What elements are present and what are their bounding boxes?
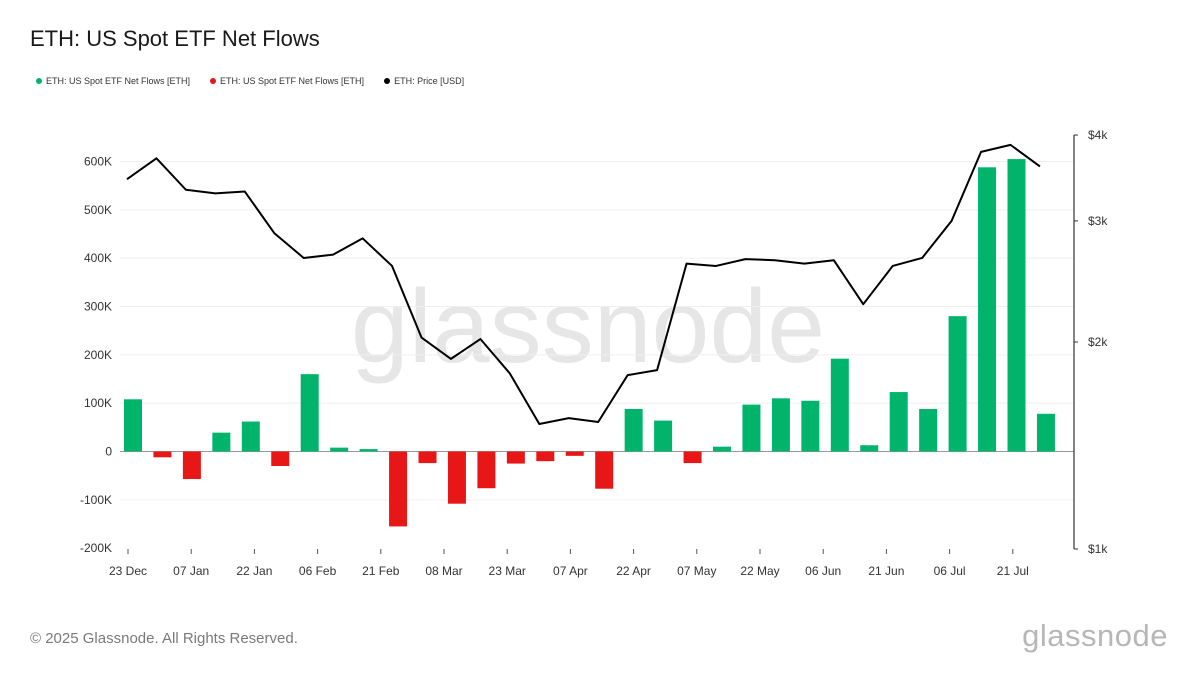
bar-inflow[interactable]: [860, 445, 879, 452]
x-tick-label: 06 Jul: [934, 564, 966, 578]
x-tick-label: 23 Mar: [489, 564, 526, 578]
bar-inflow[interactable]: [1007, 159, 1026, 452]
bar-inflow[interactable]: [359, 449, 378, 452]
bar-outflow[interactable]: [271, 451, 290, 467]
right-tick-label: $3k: [1088, 214, 1108, 228]
legend-dot-outflows: [210, 78, 217, 84]
left-tick-label: 100K: [84, 396, 112, 410]
legend-item-price[interactable]: ETH: Price [USD]: [384, 76, 464, 86]
legend-dot-inflows: [36, 78, 42, 84]
bar-inflow[interactable]: [830, 358, 849, 452]
x-tick-label: 21 Jun: [868, 564, 904, 578]
x-tick-label: 06 Feb: [299, 564, 337, 578]
bar-outflow[interactable]: [447, 451, 466, 504]
legend-label-price: ETH: Price [USD]: [394, 76, 465, 86]
bar-inflow[interactable]: [742, 404, 761, 452]
legend-dot-price: [384, 78, 391, 84]
x-axis-ticks: 23 Dec 07 Jan 22 Jan 06 Feb 21 Feb 08 Mar 23 M…: [109, 549, 1029, 578]
bar-outflow[interactable]: [389, 451, 408, 527]
x-tick-label: 22 Jan: [236, 564, 272, 578]
gridlines: [120, 161, 1074, 501]
bar-inflow[interactable]: [300, 374, 319, 452]
bars: [124, 159, 1055, 527]
right-axis-ticks: $1k $2k $3k $4k: [1074, 128, 1108, 556]
left-tick-label: 500K: [84, 203, 112, 217]
bar-outflow[interactable]: [153, 451, 172, 458]
right-tick-label: $4k: [1088, 128, 1108, 142]
left-tick-label: -200K: [80, 541, 112, 555]
bar-outflow[interactable]: [683, 451, 702, 464]
x-tick-label: 21 Feb: [362, 564, 400, 578]
x-tick-label: 07 May: [677, 564, 716, 578]
brand-logo: glassnode: [1022, 618, 1168, 653]
x-tick-label: 08 Mar: [425, 564, 462, 578]
bar-inflow[interactable]: [801, 400, 820, 452]
bar-outflow[interactable]: [477, 451, 496, 489]
watermark: glassnode: [351, 269, 825, 385]
x-tick-label: 22 May: [740, 564, 779, 578]
bar-inflow[interactable]: [212, 432, 231, 452]
bar-outflow[interactable]: [595, 451, 614, 489]
left-tick-label: -100K: [80, 493, 112, 507]
bar-inflow[interactable]: [1036, 413, 1055, 452]
left-tick-label: 200K: [84, 348, 112, 362]
bar-inflow[interactable]: [124, 399, 142, 452]
bar-outflow[interactable]: [565, 451, 584, 456]
bar-inflow[interactable]: [978, 167, 997, 452]
price-line[interactable]: [126, 143, 1041, 425]
legend-item-outflows[interactable]: ETH: US Spot ETF Net Flows [ETH]: [210, 76, 364, 86]
x-tick-label: 06 Jun: [805, 564, 841, 578]
left-tick-label: 0: [105, 445, 112, 459]
right-tick-label: $1k: [1088, 542, 1108, 556]
copyright-footer: © 2025 Glassnode. All Rights Reserved.: [30, 630, 298, 647]
left-tick-label: 300K: [84, 300, 112, 314]
bar-outflow[interactable]: [182, 451, 201, 480]
chart-title: ETH: US Spot ETF Net Flows: [30, 26, 320, 51]
left-axis-ticks: -200K -100K 0 100K 200K 300K 400K 500K 600K: [80, 155, 112, 556]
x-tick-label: 07 Jan: [173, 564, 209, 578]
bar-inflow[interactable]: [771, 398, 790, 452]
left-tick-label: 400K: [84, 251, 112, 265]
bar-outflow[interactable]: [536, 451, 555, 462]
legend-label-inflows: ETH: US Spot ETF Net Flows [ETH]: [46, 76, 191, 86]
price-layer: [126, 143, 1041, 425]
x-tick-label: 21 Jul: [997, 564, 1029, 578]
x-tick-label: 22 Apr: [616, 564, 651, 578]
legend-item-inflows[interactable]: ETH: US Spot ETF Net Flows [ETH]: [36, 76, 190, 86]
bar-inflow[interactable]: [713, 446, 731, 452]
bar-inflow[interactable]: [889, 392, 908, 452]
bar-inflow[interactable]: [919, 408, 938, 452]
bar-outflow[interactable]: [418, 451, 437, 464]
x-tick-label: 07 Apr: [553, 564, 588, 578]
bar-inflow[interactable]: [241, 421, 260, 452]
legend-label-outflows: ETH: US Spot ETF Net Flows [ETH]: [220, 76, 365, 86]
left-tick-label: 600K: [84, 155, 112, 169]
right-tick-label: $2k: [1088, 335, 1108, 349]
bar-inflow[interactable]: [330, 447, 349, 452]
bar-inflow[interactable]: [624, 408, 643, 452]
bar-outflow[interactable]: [506, 451, 525, 464]
x-tick-label: 23 Dec: [109, 564, 147, 578]
legend: ETH: US Spot ETF Net Flows [ETH] ETH: US…: [36, 76, 464, 86]
bar-inflow[interactable]: [948, 316, 967, 452]
bar-inflow[interactable]: [654, 420, 673, 452]
